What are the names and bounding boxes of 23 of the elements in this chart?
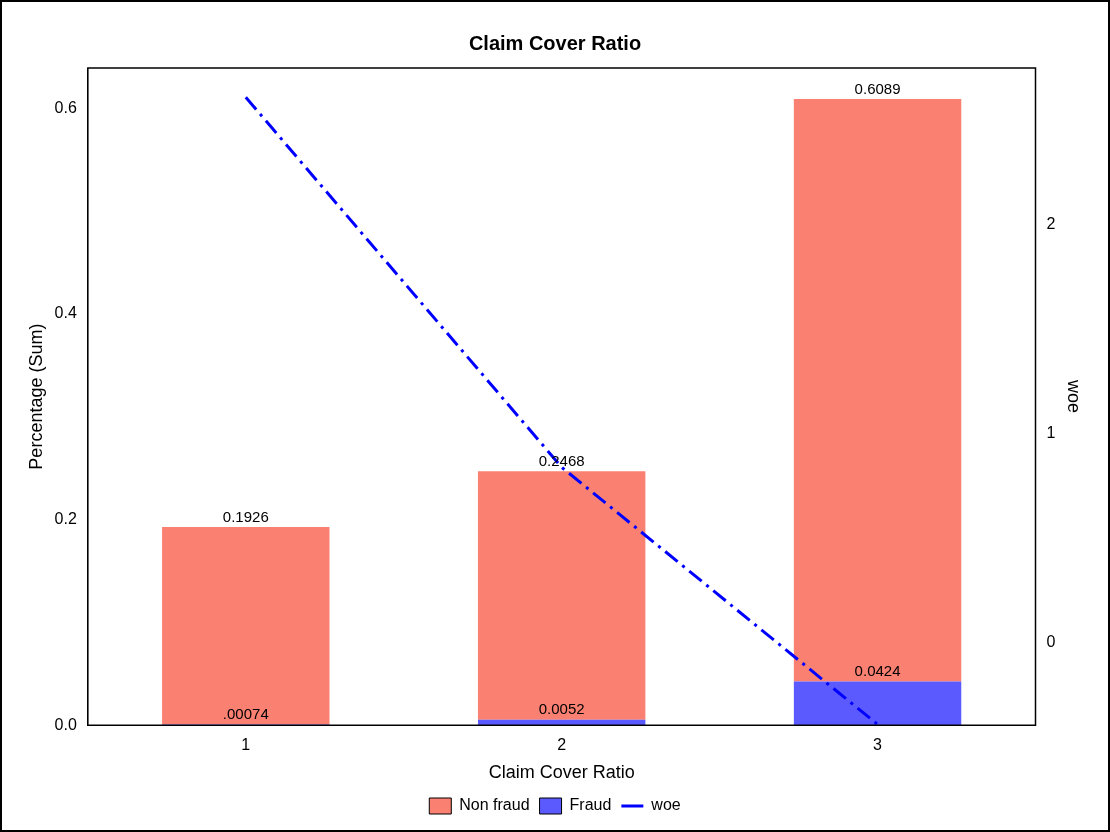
y-tick-label: 0.6 xyxy=(54,98,77,116)
legend-label: Non fraud xyxy=(459,796,530,814)
y2-tick-label: 2 xyxy=(1046,215,1056,233)
y-tick-label: 0.4 xyxy=(54,304,77,322)
x-tick-label: 1 xyxy=(241,736,251,754)
legend-label: Fraud xyxy=(569,796,612,814)
y-tick-label: 0.2 xyxy=(54,509,77,527)
legend-label: woe xyxy=(650,796,681,814)
data-label: 0.0424 xyxy=(854,662,901,680)
data-label: 0.0052 xyxy=(538,700,585,718)
y-axis-title: Percentage (Sum) xyxy=(25,323,46,470)
x-axis-title: Claim Cover Ratio xyxy=(488,762,635,783)
y2-axis-title: woe xyxy=(1064,379,1085,414)
chart-title: Claim Cover Ratio xyxy=(468,31,642,54)
total-label: 0.6089 xyxy=(854,79,901,97)
total-label: 0.1926 xyxy=(222,507,269,525)
x-tick-label: 3 xyxy=(873,736,883,754)
total-label: 0.2468 xyxy=(538,452,585,470)
y2-tick-label: 1 xyxy=(1046,424,1056,442)
x-tick-label: 2 xyxy=(557,736,567,754)
y2-tick-label: 0 xyxy=(1046,633,1056,651)
data-label: .00074 xyxy=(222,705,269,723)
y-tick-label: 0.0 xyxy=(54,715,77,733)
